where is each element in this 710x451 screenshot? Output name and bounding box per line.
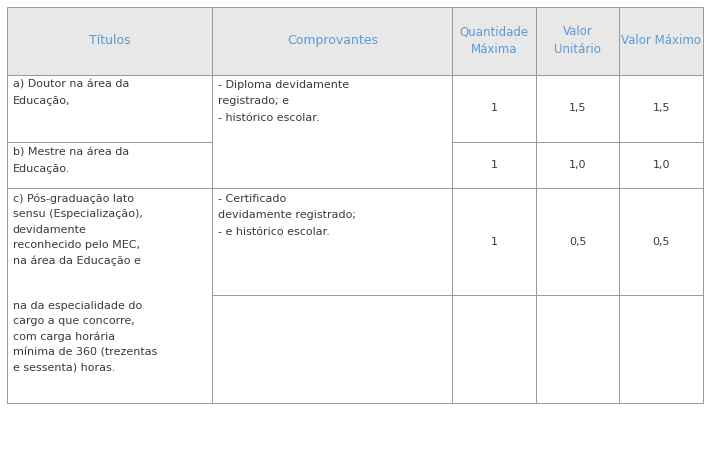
Bar xyxy=(536,7,619,74)
Text: 1: 1 xyxy=(491,103,498,114)
Text: - Diploma devidamente
registrado; e
- histórico escolar.: - Diploma devidamente registrado; e - hi… xyxy=(218,80,349,123)
Bar xyxy=(536,143,619,189)
Text: b) Mestre na área da
Educação.: b) Mestre na área da Educação. xyxy=(13,148,129,174)
Bar xyxy=(212,143,452,189)
Bar xyxy=(7,189,212,295)
Bar xyxy=(212,7,452,74)
Text: 0,5: 0,5 xyxy=(569,237,586,247)
Bar xyxy=(452,143,536,189)
Text: 1,0: 1,0 xyxy=(652,161,670,170)
Text: na da especialidade do
cargo a que concorre,
com carga horária
mínima de 360 (tr: na da especialidade do cargo a que conco… xyxy=(13,301,157,373)
Bar xyxy=(212,295,452,403)
Bar xyxy=(7,295,212,403)
Bar xyxy=(619,189,703,295)
Text: 1,5: 1,5 xyxy=(652,103,670,114)
Text: 0,5: 0,5 xyxy=(652,237,670,247)
Bar xyxy=(452,295,536,403)
Bar xyxy=(7,143,212,189)
Bar xyxy=(536,74,619,143)
Bar xyxy=(7,189,212,403)
Bar xyxy=(212,189,452,295)
Bar xyxy=(452,7,536,74)
Text: 1: 1 xyxy=(491,161,498,170)
Text: - Certificado
devidamente registrado;
- e histórico escolar.: - Certificado devidamente registrado; - … xyxy=(218,194,356,236)
Bar xyxy=(619,295,703,403)
Bar xyxy=(619,74,703,143)
Bar xyxy=(212,74,452,143)
Text: Comprovantes: Comprovantes xyxy=(287,34,378,47)
Text: Valor
Unitário: Valor Unitário xyxy=(555,25,601,56)
Bar xyxy=(212,74,452,189)
Bar xyxy=(619,143,703,189)
Bar xyxy=(536,189,619,295)
Text: Valor Máximo: Valor Máximo xyxy=(621,34,701,47)
Text: Quantidade
Máxima: Quantidade Máxima xyxy=(459,25,529,56)
Bar xyxy=(452,189,536,295)
Bar xyxy=(7,74,212,143)
Bar xyxy=(7,7,212,74)
Text: 1,0: 1,0 xyxy=(569,161,586,170)
Bar xyxy=(619,7,703,74)
Text: Títulos: Títulos xyxy=(89,34,131,47)
Text: 1: 1 xyxy=(491,237,498,247)
Text: c) Pós-graduação lato
sensu (Especialização),
devidamente
reconhecido pelo MEC,
: c) Pós-graduação lato sensu (Especializa… xyxy=(13,194,143,266)
Text: a) Doutor na área da
Educação,: a) Doutor na área da Educação, xyxy=(13,80,129,106)
Text: 1,5: 1,5 xyxy=(569,103,586,114)
Bar xyxy=(452,74,536,143)
Bar xyxy=(536,295,619,403)
